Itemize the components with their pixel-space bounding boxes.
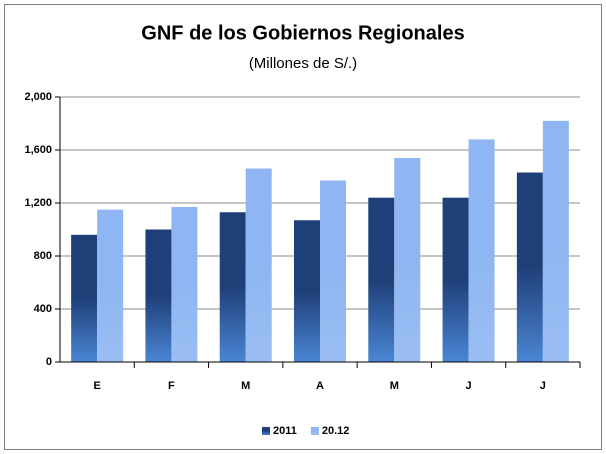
bar: [516, 172, 543, 362]
y-tick-label: 0: [46, 356, 52, 368]
bar: [71, 234, 98, 362]
y-tick-label: 800: [34, 250, 52, 262]
bar: [442, 197, 469, 362]
bar: [145, 229, 172, 362]
bar: [219, 212, 246, 362]
y-tick-label: 2,000: [24, 91, 52, 103]
legend-swatch: [310, 427, 319, 435]
bar: [320, 180, 346, 362]
x-tick-label: J: [540, 380, 546, 392]
legend-label: 20.12: [322, 425, 350, 437]
x-tick-label: A: [316, 380, 324, 392]
x-tick-label: E: [93, 380, 100, 392]
bar: [368, 197, 395, 362]
legend-swatch: [262, 427, 270, 435]
x-tick-label: J: [466, 380, 472, 392]
y-tick-label: 1,600: [24, 144, 52, 156]
legend-label: 2011: [273, 425, 297, 437]
bar: [171, 206, 198, 362]
bar: [394, 157, 421, 362]
y-tick-label: 400: [34, 303, 52, 315]
x-tick-label: M: [241, 380, 250, 392]
bar: [245, 168, 272, 362]
chart-subtitle: (Millones de S/.): [249, 55, 357, 72]
bar: [542, 120, 569, 362]
bar: [294, 220, 320, 362]
bar: [468, 139, 495, 362]
chart-title: GNF de los Gobiernos Regionales: [141, 22, 464, 44]
x-tick-label: F: [168, 380, 175, 392]
y-tick-label: 1,200: [24, 197, 52, 209]
bar: [97, 209, 124, 362]
x-tick-label: M: [390, 380, 399, 392]
